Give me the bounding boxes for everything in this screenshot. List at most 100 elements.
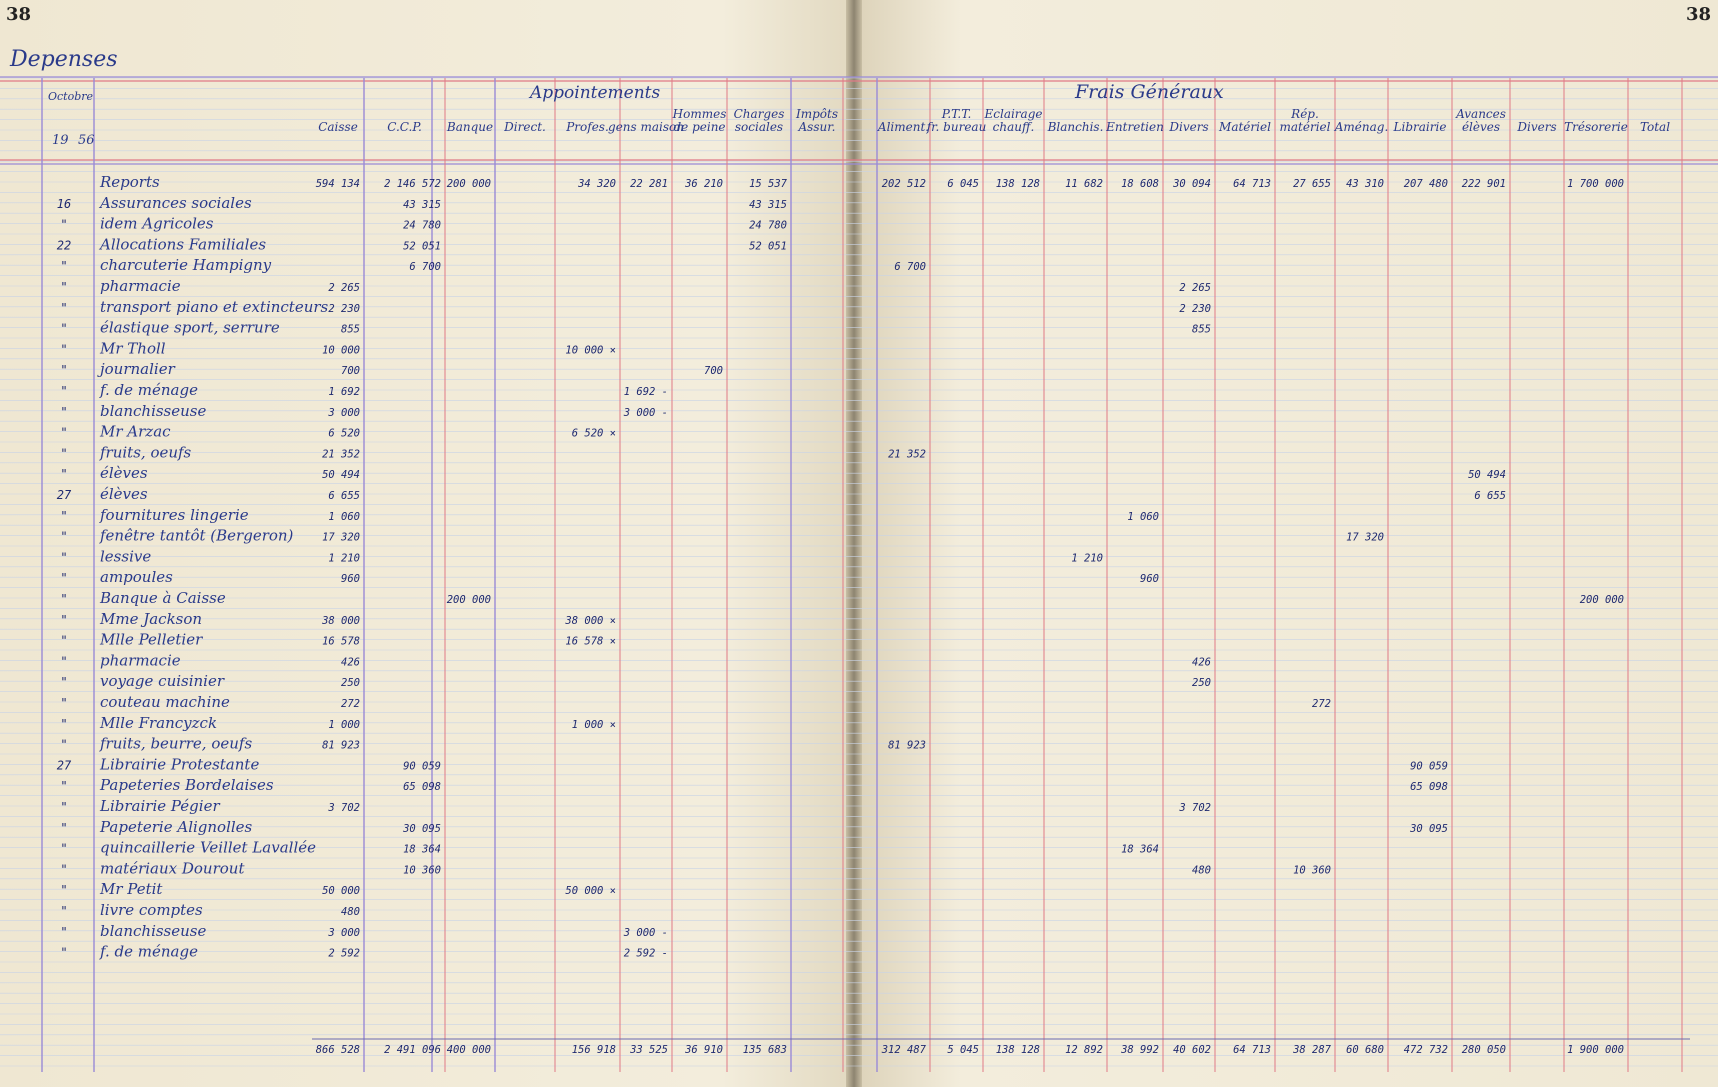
row-day: " <box>60 509 67 523</box>
row-label: Mr Tholl <box>99 339 166 357</box>
row-day: " <box>60 280 67 294</box>
row-label: f. de ménage <box>99 381 198 399</box>
amount-cell: 10 000 <box>322 344 360 356</box>
column-header: Caisse <box>318 120 358 134</box>
amount-cell: 16 578 <box>322 636 360 648</box>
amount-cell: 1 700 000 <box>1567 178 1624 190</box>
column-headers: Caisse C.C.P. Banque Direct. Profes. gens mai… <box>318 107 1670 134</box>
row-label: Mr Petit <box>99 880 163 898</box>
row-day: " <box>60 322 67 336</box>
row-day: " <box>60 883 67 897</box>
row-label: Reports <box>99 173 160 191</box>
amount-cell: 2 146 572 <box>384 178 441 190</box>
row-day: " <box>60 446 67 460</box>
total-cell: 312 487 <box>881 1044 927 1056</box>
row-day: " <box>60 613 67 627</box>
amount-cell: 15 537 <box>749 178 788 190</box>
row-day: 22 <box>57 238 71 252</box>
row-label: idem Agricoles <box>100 215 214 233</box>
amount-cell: 250 <box>1192 677 1211 689</box>
amount-cell: 10 360 <box>403 864 441 876</box>
row-label: lessive <box>100 547 151 565</box>
row-label: couteau machine <box>100 693 230 711</box>
amount-cell: 960 <box>1140 573 1159 585</box>
total-cell: 64 713 <box>1233 1044 1271 1056</box>
amount-cell: 2 230 <box>328 303 360 315</box>
row-day: " <box>60 862 67 876</box>
amount-cell: 17 320 <box>322 532 360 544</box>
amount-cell: 2 265 <box>1179 282 1211 294</box>
row-label: Mr Arzac <box>99 423 171 441</box>
amount-cell: 16 578 × <box>565 636 616 648</box>
amount-cell: 18 364 <box>1121 844 1159 856</box>
amount-cell: 10 000 × <box>565 344 616 356</box>
row-day: " <box>60 571 67 585</box>
amount-cell: 200 000 <box>1580 594 1624 606</box>
amount-cell: 50 494 <box>322 469 360 481</box>
amount-cells: 594 134 2 146 572 200 000 34 320 22 281 36 21… <box>316 178 1624 960</box>
row-label: Mlle Francyzck <box>99 714 217 732</box>
amount-cell: 2 230 <box>1179 303 1211 315</box>
amount-cell: 38 000 <box>321 615 360 627</box>
row-day: " <box>60 675 67 689</box>
row-label: fruits, beurre, oeufs <box>99 735 252 753</box>
row-label: élastique sport, serrure <box>100 319 280 337</box>
row-day: " <box>60 738 67 752</box>
column-header: Direct. <box>503 120 546 134</box>
amount-cell: 1 000 × <box>572 719 616 731</box>
amount-cell: 480 <box>1192 864 1211 876</box>
group-header-appointements: Appointements <box>528 83 661 103</box>
row-day: " <box>60 696 67 710</box>
row-labels: Reports 16 Assurances sociales " idem Agrico… <box>57 173 329 961</box>
row-day: 27 <box>57 488 72 502</box>
amount-cell: 3 702 <box>327 802 360 814</box>
amount-cell: 700 <box>341 365 360 377</box>
amount-cell: 2 265 <box>328 282 360 294</box>
amount-cell: 2 592 - <box>624 948 668 960</box>
total-cell: 400 000 <box>447 1044 491 1056</box>
amount-cell: 90 059 <box>403 760 441 772</box>
amount-cell: 90 059 <box>1410 760 1448 772</box>
row-label: transport piano et extincteurs <box>100 298 329 316</box>
row-day: " <box>60 342 67 356</box>
left-page <box>0 0 850 1087</box>
amount-cell: 22 281 <box>630 178 668 190</box>
amount-cell: 50 494 <box>1468 469 1506 481</box>
row-day: " <box>60 925 67 939</box>
row-day: " <box>60 779 67 793</box>
ruling-lines <box>0 76 1718 1072</box>
column-header: matériel <box>1280 120 1331 134</box>
column-header: sociales <box>735 120 783 134</box>
amount-cell: 64 713 <box>1233 178 1271 190</box>
page-number-right: 38 <box>1686 4 1711 25</box>
amount-cell: 38 000 × <box>564 615 616 627</box>
total-cell: 33 525 <box>629 1044 668 1056</box>
row-day: " <box>60 426 67 440</box>
amount-cell: 1 060 <box>1127 511 1159 523</box>
total-cell: 138 128 <box>996 1044 1040 1056</box>
column-header: Banque <box>446 120 493 134</box>
year-suffix: 56 <box>78 133 95 148</box>
row-label: Banque à Caisse <box>99 589 226 607</box>
amount-cell: 21 352 <box>888 448 926 460</box>
row-label: Papeteries Bordelaises <box>99 776 274 794</box>
amount-cell: 1 060 <box>328 511 360 523</box>
row-day: " <box>60 634 67 648</box>
column-header: élèves <box>1462 120 1500 134</box>
amount-cell: 3 702 <box>1178 802 1211 814</box>
amount-cell: 3 000 <box>327 407 360 419</box>
total-cell: 135 683 <box>743 1044 787 1056</box>
row-label: pharmacie <box>100 277 181 295</box>
row-day: " <box>60 717 67 731</box>
row-day: " <box>60 821 67 835</box>
amount-cell: 21 352 <box>322 448 360 460</box>
row-label: Librairie Protestante <box>99 755 259 773</box>
amount-cell: 138 128 <box>996 178 1040 190</box>
amount-cell: 3 000 - <box>623 407 668 419</box>
column-header: Librairie <box>1393 120 1447 134</box>
amount-cell: 2 592 <box>328 948 360 960</box>
row-day: " <box>60 530 67 544</box>
column-header: chauff. <box>993 120 1035 134</box>
amount-cell: 17 320 <box>1346 532 1384 544</box>
total-cell: 1 900 000 <box>1567 1044 1624 1056</box>
